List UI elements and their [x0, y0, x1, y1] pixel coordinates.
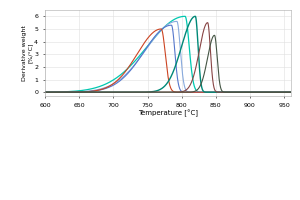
Y-axis label: Derivative weight
[%/°C]: Derivative weight [%/°C]	[22, 25, 33, 81]
X-axis label: Temperature [°C]: Temperature [°C]	[138, 109, 198, 117]
